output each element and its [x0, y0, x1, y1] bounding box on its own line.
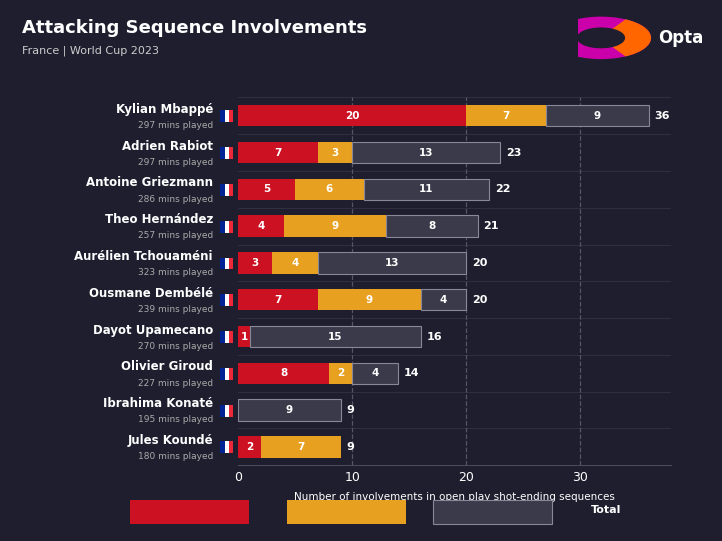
- Text: 6: 6: [326, 184, 333, 194]
- Text: 20: 20: [472, 295, 487, 305]
- Text: 2: 2: [246, 442, 253, 452]
- Text: Antoine Griezmann: Antoine Griezmann: [86, 176, 213, 189]
- Bar: [329, 362, 352, 384]
- Text: 5: 5: [263, 184, 270, 194]
- Text: 14: 14: [404, 368, 419, 378]
- Text: 20: 20: [345, 111, 360, 121]
- Bar: [386, 215, 478, 237]
- Bar: [546, 105, 648, 127]
- Bar: [318, 252, 466, 274]
- Text: 7: 7: [503, 111, 510, 121]
- Text: 286 mins played: 286 mins played: [138, 195, 213, 203]
- Text: Olivier Giroud: Olivier Giroud: [121, 360, 213, 373]
- Bar: [238, 326, 250, 347]
- Text: 8: 8: [280, 368, 287, 378]
- Bar: [238, 362, 329, 384]
- Text: 13: 13: [385, 258, 399, 268]
- Text: 15: 15: [328, 332, 342, 341]
- Text: 9: 9: [347, 405, 355, 415]
- Text: 9: 9: [593, 111, 601, 121]
- Bar: [238, 436, 261, 458]
- Text: 227 mins played: 227 mins played: [138, 379, 213, 387]
- Text: Ibrahima Konaté: Ibrahima Konaté: [103, 397, 213, 410]
- Text: 7: 7: [297, 442, 305, 452]
- FancyBboxPatch shape: [130, 500, 249, 525]
- Circle shape: [578, 28, 625, 48]
- FancyBboxPatch shape: [433, 500, 552, 525]
- Text: 9: 9: [366, 295, 373, 305]
- Bar: [238, 289, 318, 311]
- Text: Build up to shot: Build up to shot: [445, 505, 540, 516]
- Bar: [284, 215, 386, 237]
- Text: 4: 4: [257, 221, 265, 231]
- Text: Total: Total: [591, 505, 622, 516]
- Text: 3: 3: [331, 148, 339, 157]
- Text: 257 mins played: 257 mins played: [138, 232, 213, 240]
- Bar: [352, 142, 500, 163]
- Wedge shape: [601, 20, 651, 56]
- Text: 36: 36: [654, 111, 670, 121]
- Bar: [466, 105, 546, 127]
- Bar: [272, 252, 318, 274]
- Text: Ousmane Dembélé: Ousmane Dembélé: [89, 287, 213, 300]
- Text: Opta: Opta: [658, 29, 703, 47]
- Text: 4: 4: [440, 295, 447, 305]
- Text: 270 mins played: 270 mins played: [138, 342, 213, 351]
- Bar: [364, 179, 489, 200]
- Text: 297 mins played: 297 mins played: [138, 121, 213, 130]
- X-axis label: Number of involvements in open play shot-ending sequences: Number of involvements in open play shot…: [295, 492, 615, 502]
- Text: Kylian Mbappé: Kylian Mbappé: [116, 103, 213, 116]
- Text: 2: 2: [337, 368, 344, 378]
- Text: 180 mins played: 180 mins played: [138, 452, 213, 461]
- Bar: [421, 289, 466, 311]
- Bar: [238, 179, 295, 200]
- Text: Shot: Shot: [176, 505, 203, 516]
- Text: 9: 9: [286, 405, 293, 415]
- Text: 20: 20: [472, 258, 487, 268]
- FancyBboxPatch shape: [287, 500, 406, 525]
- Bar: [295, 179, 364, 200]
- Text: 13: 13: [419, 148, 434, 157]
- Text: 3: 3: [252, 258, 259, 268]
- Text: France | World Cup 2023: France | World Cup 2023: [22, 46, 159, 56]
- Text: 9: 9: [347, 442, 355, 452]
- Bar: [238, 142, 318, 163]
- Bar: [238, 105, 466, 127]
- Text: 239 mins played: 239 mins played: [138, 305, 213, 314]
- Text: 16: 16: [427, 332, 442, 341]
- Text: Attacking Sequence Involvements: Attacking Sequence Involvements: [22, 19, 367, 37]
- Text: 297 mins played: 297 mins played: [138, 158, 213, 167]
- Text: 22: 22: [495, 184, 510, 194]
- Bar: [318, 142, 352, 163]
- Text: 7: 7: [274, 295, 282, 305]
- Bar: [352, 362, 398, 384]
- Circle shape: [552, 17, 651, 58]
- Bar: [250, 326, 421, 347]
- Bar: [238, 399, 341, 421]
- Text: Adrien Rabiot: Adrien Rabiot: [122, 140, 213, 153]
- Bar: [261, 436, 341, 458]
- Bar: [238, 252, 272, 274]
- Text: 9: 9: [331, 221, 339, 231]
- Text: 7: 7: [274, 148, 282, 157]
- Text: Dayot Upamecano: Dayot Upamecano: [92, 324, 213, 337]
- Text: Jules Koundé: Jules Koundé: [127, 434, 213, 447]
- Text: 4: 4: [371, 368, 379, 378]
- Bar: [238, 215, 284, 237]
- Text: 4: 4: [292, 258, 299, 268]
- Text: 1: 1: [240, 332, 248, 341]
- Text: 195 mins played: 195 mins played: [138, 415, 213, 424]
- Text: Aurélien Tchouaméni: Aurélien Tchouaméni: [74, 250, 213, 263]
- Text: 11: 11: [419, 184, 434, 194]
- Text: 21: 21: [483, 221, 499, 231]
- Bar: [318, 289, 421, 311]
- Text: 323 mins played: 323 mins played: [138, 268, 213, 277]
- Text: Theo Hernández: Theo Hernández: [105, 213, 213, 226]
- Text: Chance created: Chance created: [300, 505, 393, 516]
- Text: 23: 23: [506, 148, 521, 157]
- Text: 8: 8: [428, 221, 435, 231]
